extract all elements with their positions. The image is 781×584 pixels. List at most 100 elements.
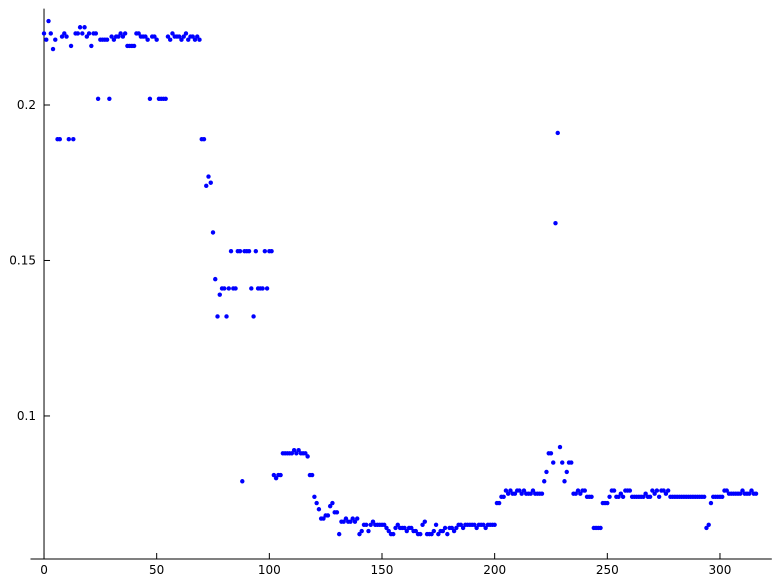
point — [492, 522, 497, 527]
point — [474, 525, 479, 531]
point — [720, 494, 725, 500]
point — [472, 522, 477, 527]
point — [163, 96, 168, 101]
point — [483, 525, 488, 531]
point — [59, 34, 65, 39]
point — [643, 491, 648, 496]
point — [145, 37, 150, 42]
point — [418, 531, 423, 537]
point — [350, 516, 355, 521]
point — [429, 531, 434, 537]
point — [530, 488, 536, 493]
point — [589, 494, 594, 500]
point — [82, 25, 87, 30]
point — [557, 444, 563, 450]
point — [86, 31, 92, 36]
point — [420, 522, 425, 527]
point — [582, 488, 587, 493]
point — [183, 31, 189, 36]
point — [454, 525, 459, 531]
point — [249, 286, 254, 291]
point — [197, 37, 202, 42]
point — [503, 488, 509, 493]
point — [89, 43, 94, 49]
point — [665, 488, 671, 493]
point — [217, 292, 222, 297]
y-tick-label: 0.15 — [9, 253, 36, 267]
point — [327, 503, 333, 509]
point — [359, 528, 364, 534]
point — [50, 46, 56, 52]
point — [505, 491, 511, 496]
point — [80, 31, 85, 36]
point — [598, 525, 603, 531]
point — [120, 34, 126, 39]
point — [740, 488, 745, 493]
point — [109, 34, 114, 39]
point — [402, 525, 407, 531]
point — [325, 513, 331, 518]
point — [343, 516, 349, 521]
point — [330, 500, 335, 506]
point — [118, 31, 123, 36]
point — [647, 494, 653, 500]
point — [542, 479, 547, 484]
point — [449, 525, 455, 531]
point — [321, 516, 326, 521]
point — [724, 488, 729, 493]
point — [181, 34, 186, 39]
point — [336, 531, 342, 537]
point — [253, 248, 259, 254]
point — [260, 286, 265, 291]
point — [262, 248, 268, 254]
point — [273, 475, 279, 481]
point — [62, 31, 67, 36]
point — [116, 34, 121, 39]
point — [747, 491, 752, 496]
point — [264, 286, 270, 291]
point — [334, 510, 340, 515]
point — [251, 314, 256, 319]
point — [445, 531, 450, 537]
point — [348, 519, 353, 524]
point — [170, 31, 175, 36]
point — [233, 286, 238, 291]
point — [656, 494, 662, 500]
point — [569, 460, 574, 465]
point — [702, 494, 707, 500]
point — [316, 507, 322, 512]
point — [226, 286, 231, 291]
point — [71, 137, 76, 142]
y-tick-label: 0.1 — [17, 409, 36, 423]
point — [224, 314, 229, 319]
point — [341, 519, 346, 524]
point — [528, 491, 533, 496]
point — [501, 494, 506, 500]
point — [269, 248, 274, 254]
point — [548, 451, 554, 456]
x-tick-label: 250 — [596, 563, 619, 577]
point — [289, 451, 295, 456]
point — [560, 460, 565, 465]
point — [41, 31, 47, 36]
point — [605, 500, 610, 506]
y-tick-label: 0.2 — [17, 98, 36, 112]
point — [627, 488, 633, 493]
point — [436, 531, 441, 537]
point — [143, 34, 148, 39]
point — [440, 528, 446, 534]
point — [654, 488, 660, 493]
point — [404, 528, 409, 534]
point — [294, 451, 299, 456]
point — [57, 137, 62, 142]
point — [753, 491, 759, 496]
point — [553, 220, 558, 226]
point — [496, 500, 502, 506]
point — [66, 137, 72, 142]
point — [93, 31, 99, 36]
point — [355, 516, 360, 521]
point — [53, 37, 58, 42]
point — [409, 525, 414, 531]
x-tick-label: 0 — [40, 563, 48, 577]
